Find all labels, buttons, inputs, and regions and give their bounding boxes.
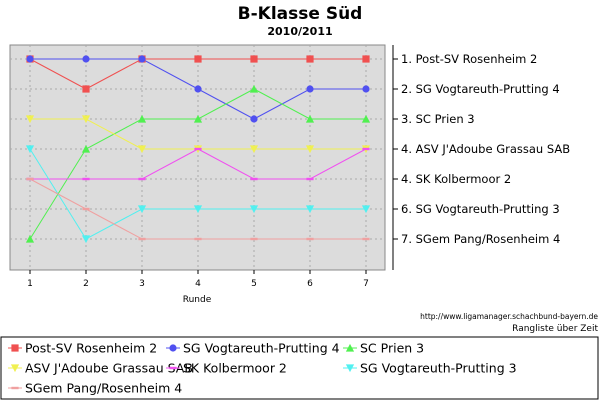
data-point-sk-kolbermoor-2 [194,147,202,151]
data-point-sg-vogtareuth-prutting-3 [361,205,371,214]
chart-subtitle: 2010/2011 [267,25,332,38]
data-point-sgem-pang-rosenheim-4 [82,207,90,211]
data-point-sk-kolbermoor-2 [362,147,370,151]
data-point-sgem-pang-rosenheim-4 [250,237,258,241]
data-point-sg-vogtareuth-prutting-3 [249,205,259,214]
data-point-sc-prien-3 [25,234,35,243]
legend-label: SK Kolbermoor 2 [183,361,287,376]
data-point-post-sv-rosenheim-2 [362,55,370,63]
data-point-sg-vogtareuth-prutting-3 [25,145,35,154]
legend-marker-asv-j-adoube-grassau-sab [10,364,20,373]
legend-marker-post-sv-rosenheim-2 [11,344,19,352]
x-tick-label: 1 [27,279,33,289]
x-tick-label: 5 [251,279,257,289]
legend-items: Post-SV Rosenheim 2 SG Vogtareuth-Pruttin… [8,341,517,396]
data-point-sg-vogtareuth-prutting-4 [138,55,146,63]
legend-box [0,336,599,400]
data-point-sk-kolbermoor-2 [306,177,314,181]
legend-marker-sk-kolbermoor-2 [169,366,177,370]
x-axis-label: Runde [183,295,212,305]
data-point-post-sv-rosenheim-2 [306,55,314,63]
legend: Post-SV Rosenheim 2 SG Vogtareuth-Pruttin… [0,336,599,400]
data-point-sg-vogtareuth-prutting-4 [82,55,90,63]
rank-label: 4. ASV J'Adoube Grassau SAB [401,142,570,156]
data-point-asv-j-adoube-grassau-sab [81,115,91,124]
data-point-sg-vogtareuth-prutting-4 [250,115,258,123]
rank-label: 3. SC Prien 3 [401,112,475,126]
data-point-sgem-pang-rosenheim-4 [194,237,202,241]
chart-title: B-Klasse Süd [238,4,363,24]
data-point-asv-j-adoube-grassau-sab [137,145,147,154]
legend-label: SGem Pang/Rosenheim 4 [25,381,182,396]
data-point-sk-kolbermoor-2 [138,177,146,181]
data-point-post-sv-rosenheim-2 [194,55,202,63]
data-point-sg-vogtareuth-prutting-4 [194,85,202,93]
rank-label: 6. SG Vogtareuth-Prutting 3 [401,202,560,216]
data-point-sgem-pang-rosenheim-4 [306,237,314,241]
data-point-asv-j-adoube-grassau-sab [305,145,315,154]
rank-label: 2. SG Vogtareuth-Prutting 4 [401,82,560,96]
x-tick-label: 6 [307,279,313,289]
data-point-sc-prien-3 [81,144,91,153]
legend-label: Post-SV Rosenheim 2 [25,341,157,356]
data-point-sg-vogtareuth-prutting-4 [26,55,34,63]
legend-label: SG Vogtareuth-Prutting 3 [360,361,517,376]
data-point-post-sv-rosenheim-2 [82,85,90,93]
data-point-sg-vogtareuth-prutting-4 [306,85,314,93]
data-point-sc-prien-3 [137,114,147,123]
data-point-sg-vogtareuth-prutting-3 [193,205,203,214]
data-point-post-sv-rosenheim-2 [250,55,258,63]
plot-background [9,44,386,271]
x-tick-label: 2 [83,279,89,289]
data-point-sk-kolbermoor-2 [250,177,258,181]
rank-label: 1. Post-SV Rosenheim 2 [401,52,537,66]
data-point-sc-prien-3 [305,114,315,123]
data-point-sg-vogtareuth-prutting-3 [305,205,315,214]
data-point-sg-vogtareuth-prutting-3 [137,205,147,214]
data-point-asv-j-adoube-grassau-sab [25,115,35,124]
data-point-asv-j-adoube-grassau-sab [249,145,259,154]
ranking-labels: 1. Post-SV Rosenheim 2 2. SG Vogtareuth-P… [393,52,570,246]
legend-label: ASV J'Adoube Grassau SAB [25,361,193,376]
data-point-sc-prien-3 [193,114,203,123]
data-point-sgem-pang-rosenheim-4 [362,237,370,241]
legend-label: SG Vogtareuth-Prutting 4 [183,341,340,356]
plot-area: 1 2 3 4 5 6 7 [9,44,386,289]
legend-marker-sgem-pang-rosenheim-4 [11,386,19,390]
data-point-sgem-pang-rosenheim-4 [26,177,34,181]
x-tick-label: 4 [195,279,201,289]
legend-label: SC Prien 3 [360,341,424,356]
x-axis: 1 2 3 4 5 6 7 [27,270,369,289]
data-point-sc-prien-3 [361,114,371,123]
data-point-sg-vogtareuth-prutting-4 [362,85,370,93]
legend-marker-sg-vogtareuth-prutting-4 [169,344,177,352]
x-tick-label: 7 [363,279,369,289]
series-markers [25,55,371,244]
legend-marker-sg-vogtareuth-prutting-3 [345,364,355,373]
data-point-sk-kolbermoor-2 [82,177,90,181]
rank-label: 7. SGem Pang/Rosenheim 4 [401,232,560,246]
data-point-sc-prien-3 [249,84,259,93]
source-url: http://www.ligamanager.schachbund-bayern… [420,312,598,321]
x-tick-label: 3 [139,279,145,289]
source-caption: Rangliste über Zeit [512,324,598,334]
rank-label: 4. SK Kolbermoor 2 [401,172,511,186]
data-point-sg-vogtareuth-prutting-3 [81,235,91,244]
data-point-sgem-pang-rosenheim-4 [138,237,146,241]
legend-marker-sc-prien-3 [345,343,355,352]
